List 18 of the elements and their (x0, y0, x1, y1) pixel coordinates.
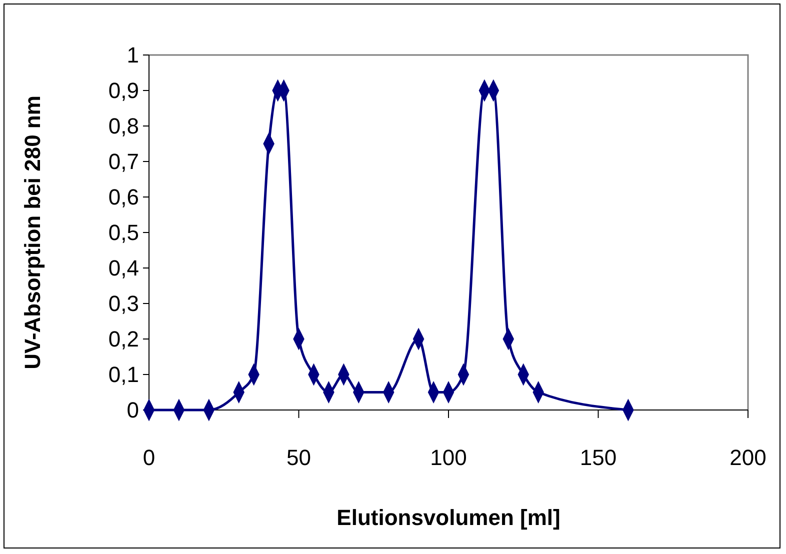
y-tick-label: 0,4 (108, 256, 139, 281)
x-tick-label: 0 (142, 445, 156, 470)
x-tick-label: 50 (286, 445, 311, 470)
y-tick-label: 0,9 (108, 78, 139, 104)
y-tick-label: 0,8 (108, 114, 139, 139)
y-tick-label: 0,6 (108, 184, 139, 210)
x-axis-title: Elutionsvolumen [ml] (336, 505, 560, 530)
y-tick-label: 0,3 (108, 291, 139, 316)
y-tick-label: 1 (126, 42, 139, 68)
y-tick-label: 0,2 (108, 326, 139, 352)
y-tick-label: 0,1 (108, 362, 139, 388)
y-axis-title: UV-Absorption bei 280 nm (20, 96, 45, 370)
y-tick-label: 0 (126, 398, 139, 423)
y-tick-label: 0,7 (108, 149, 139, 174)
x-tick-label: 200 (730, 445, 766, 470)
x-tick-label: 100 (430, 445, 467, 470)
x-tick-label: 150 (580, 445, 617, 470)
y-tick-label: 0,5 (108, 220, 139, 246)
